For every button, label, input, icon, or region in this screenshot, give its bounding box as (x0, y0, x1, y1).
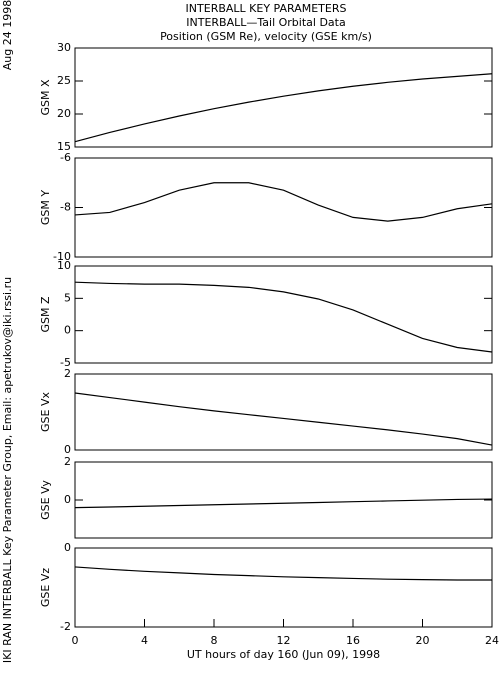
y-axis-label: GSE Vz (39, 568, 52, 607)
y-axis-label: GSM Y (39, 190, 52, 225)
y-tick-label: 0 (64, 443, 71, 456)
y-tick-label: 0 (64, 324, 71, 337)
y-tick-label: 0 (64, 493, 71, 506)
y-axis-label: GSM X (39, 79, 52, 115)
title: Position (GSM Re), velocity (GSE km/s) (160, 30, 372, 43)
y-tick-label: 2 (64, 455, 71, 468)
panel-frame (74, 157, 493, 258)
y-tick-label: 10 (57, 259, 71, 272)
data-line (74, 392, 493, 446)
y-tick-label: -2 (60, 620, 71, 633)
panel-frame (74, 265, 493, 364)
credit-label: IKI RAN INTERBALL Key Parameter Group, E… (1, 277, 14, 663)
data-line (74, 566, 492, 581)
x-tick-label: 12 (277, 634, 291, 647)
x-tick-label: 4 (141, 634, 148, 647)
y-axis-label: GSM Z (39, 296, 52, 332)
y-tick-label: 20 (57, 107, 71, 120)
title: INTERBALL KEY PARAMETERS (186, 2, 347, 15)
data-line (74, 73, 493, 143)
y-tick-label: -10 (53, 250, 71, 263)
x-tick-label: 8 (211, 634, 218, 647)
data-line (74, 281, 493, 353)
x-tick-label: 20 (416, 634, 430, 647)
y-tick-label: 25 (57, 74, 71, 87)
y-tick-label: 2 (64, 367, 71, 380)
data-line (74, 498, 493, 509)
data-line (74, 182, 493, 222)
panel-frame (74, 47, 493, 148)
x-tick-label: 16 (346, 634, 360, 647)
x-axis-label: UT hours of day 160 (Jun 09), 1998 (187, 648, 380, 661)
panel-frame (74, 547, 493, 628)
y-tick-label: 15 (57, 140, 71, 153)
panel-frame (74, 373, 493, 451)
y-tick-label: 5 (64, 291, 71, 304)
y-tick-label: 30 (57, 41, 71, 54)
x-tick-label: 24 (485, 634, 499, 647)
y-tick-label: -5 (60, 356, 71, 369)
y-tick-label: -6 (60, 151, 71, 164)
date-label: Aug 24 1998 (1, 0, 14, 70)
y-tick-label: 0 (64, 541, 71, 554)
x-tick-label: 0 (72, 634, 79, 647)
y-axis-label: GSE Vy (39, 480, 52, 520)
y-axis-label: GSE Vx (39, 392, 52, 432)
title: INTERBALL—Tail Orbital Data (186, 16, 345, 29)
y-tick-label: -8 (60, 201, 71, 214)
